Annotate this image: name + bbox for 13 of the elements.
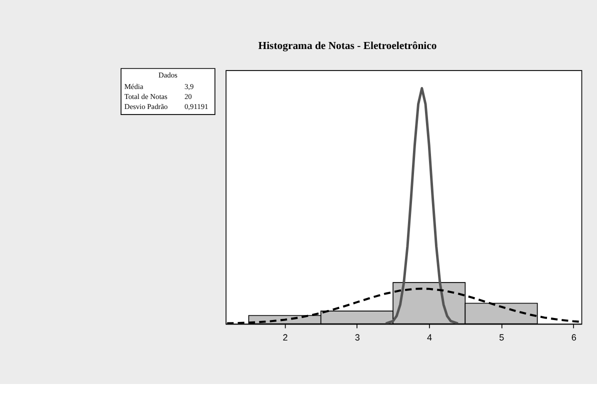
x-tick-label: 3: [354, 332, 360, 343]
x-tick-label: 5: [499, 332, 504, 343]
text: Total de Notas: [124, 92, 168, 101]
x-tick-label: 6: [571, 332, 576, 343]
x-tick-label: 2: [282, 332, 288, 343]
text: 20: [184, 92, 192, 101]
chart-title: Histograma de Notas - Eletroeletrônico: [258, 40, 437, 52]
text: Desvio Padrão: [124, 102, 168, 111]
text: 3,9: [184, 82, 194, 92]
text: 0,91191: [184, 102, 209, 111]
x-tick-label: 4: [426, 332, 432, 343]
text: Média: [124, 82, 144, 92]
text: Dados: [158, 70, 178, 80]
